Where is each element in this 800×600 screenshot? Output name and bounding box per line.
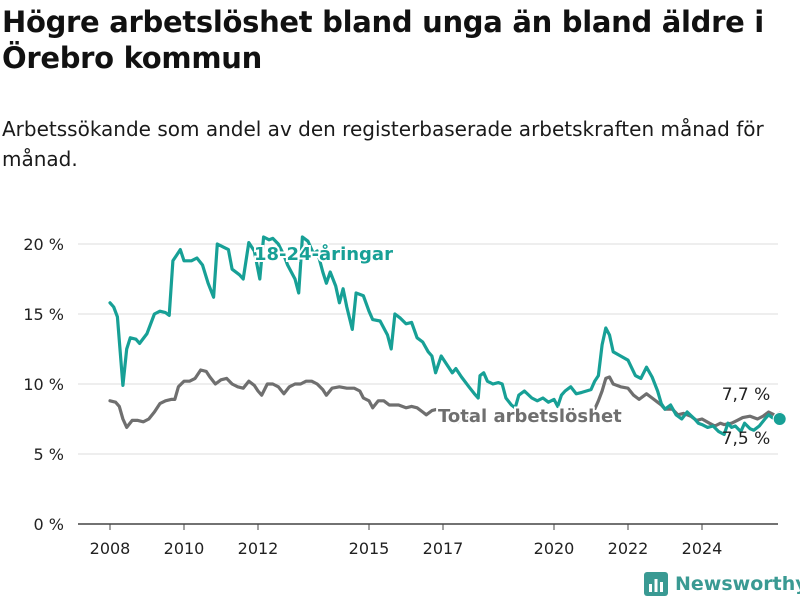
newsworthy-logo: Newsworthy: [644, 570, 800, 598]
x-tick-label: 2017: [423, 539, 464, 558]
series-line-young: [108, 235, 782, 436]
x-tick-label: 2020: [534, 539, 575, 558]
series-lines: [108, 235, 782, 436]
series-label-total: Total arbetslöshet: [438, 406, 622, 427]
series-line-total: [108, 368, 782, 429]
series-label-young: 18-24-åringar: [254, 243, 393, 265]
bar-chart-icon: [644, 572, 668, 596]
x-tick-label: 2024: [682, 539, 723, 558]
x-axis: 2008 2010 2012 2015 2017 2020 2022 2024: [90, 524, 723, 558]
x-tick-label: 2022: [608, 539, 649, 558]
y-tick-label: 15 %: [23, 305, 64, 324]
y-tick-label: 20 %: [23, 235, 64, 254]
y-axis: 0 % 5 % 10 % 15 % 20 %: [23, 235, 64, 534]
x-tick-label: 2015: [349, 539, 390, 558]
end-label-young: 7,5 %: [722, 429, 771, 449]
brand-name: Newsworthy: [675, 573, 800, 595]
y-tick-label: 10 %: [23, 375, 64, 394]
gridlines: [78, 243, 778, 525]
chart-subtitle: Arbetssökande som andel av den registerb…: [2, 117, 764, 171]
x-tick-label: 2010: [164, 539, 205, 558]
y-tick-label: 0 %: [34, 515, 64, 534]
x-tick-label: 2008: [90, 539, 131, 558]
y-tick-label: 5 %: [34, 445, 64, 464]
end-marker-young: [772, 412, 787, 426]
chart-title: Högre arbetslöshet bland unga än bland ä…: [2, 5, 764, 75]
end-markers: [772, 410, 787, 426]
end-label-total: 7,7 %: [722, 385, 771, 405]
x-tick-label: 2012: [238, 539, 279, 558]
